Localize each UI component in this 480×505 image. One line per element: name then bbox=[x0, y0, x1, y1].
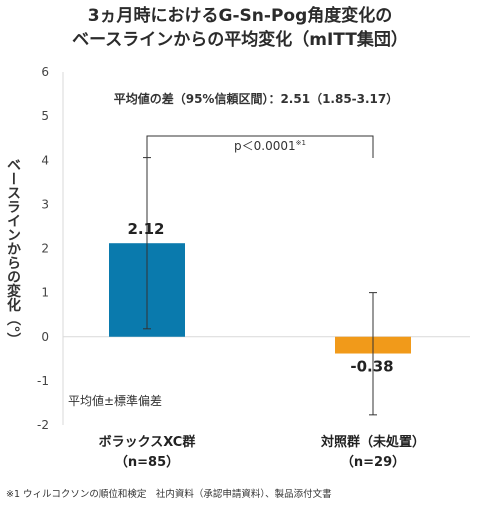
chart-title-line2: ベースラインからの平均変化（mITT集団） bbox=[72, 30, 408, 50]
y-tick-label: 3 bbox=[41, 197, 49, 211]
error-bars bbox=[143, 157, 377, 416]
stat-note: 平均値±標準偏差 bbox=[68, 393, 162, 408]
y-tick-label: -2 bbox=[37, 418, 49, 432]
category-label: 対照群（未処置） bbox=[320, 434, 425, 450]
y-tick-label: 5 bbox=[41, 109, 49, 123]
category-label: ボラックスXC群 bbox=[99, 434, 196, 450]
p-value-text: p＜0.0001※1 bbox=[234, 139, 306, 153]
significance-bracket bbox=[146, 135, 374, 178]
category-labels: ボラックスXC群 （n=85） 対照群（未処置） （n=29） bbox=[99, 434, 425, 470]
p-value: p＜0.0001 bbox=[234, 139, 296, 153]
mean-difference-text: 平均値の差（95%信頼区間）：2.51（1.85-3.17） bbox=[114, 91, 399, 106]
y-tick-label: 0 bbox=[41, 330, 49, 344]
y-tick-label: 4 bbox=[41, 153, 49, 167]
y-tick-label: 1 bbox=[41, 286, 49, 300]
value-label: -0.38 bbox=[350, 358, 393, 376]
y-tick-labels: 6 5 4 3 2 1 0 -1 -2 bbox=[37, 65, 49, 432]
value-label: 2.12 bbox=[127, 220, 164, 238]
y-tick-label: -1 bbox=[37, 374, 49, 388]
chart-title-line1: 3ヵ月時におけるG-Sn-Pog角度変化の bbox=[87, 6, 393, 26]
footnote: ※1 ウィルコクソンの順位和検定 社内資料（承認申請資料）、製品添付文書 bbox=[6, 489, 332, 500]
category-count: （n=85） bbox=[115, 454, 179, 470]
p-value-note: ※1 bbox=[296, 139, 306, 147]
y-axis-label: ベースラインからの変化（°） bbox=[5, 158, 22, 347]
y-tick-label: 6 bbox=[41, 65, 49, 79]
y-tick-label: 2 bbox=[41, 242, 49, 256]
category-count: （n=29） bbox=[341, 454, 405, 470]
value-labels: 2.12 -0.38 bbox=[127, 220, 393, 375]
